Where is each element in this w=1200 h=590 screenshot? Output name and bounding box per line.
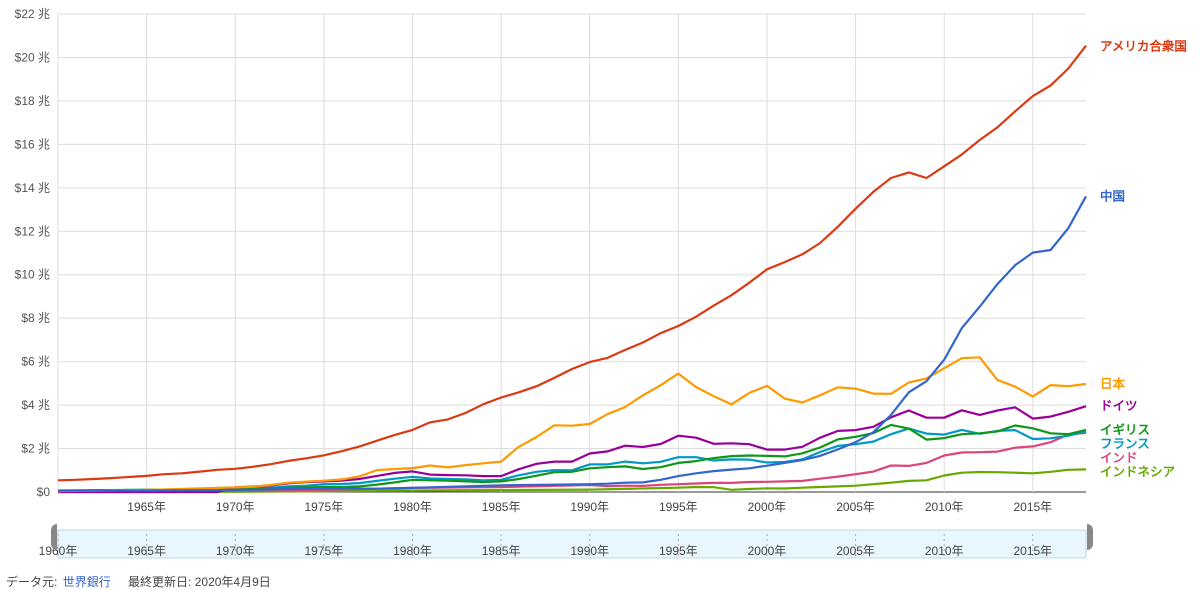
range-selector[interactable]: 1960年 1965年 1970年 1975年 1980年 1985年 1990年 1995年…	[39, 524, 1093, 559]
x-tick-label: 1970年	[216, 500, 255, 514]
y-tick-label: $10 兆	[15, 268, 50, 282]
range-tick-label: 1975年	[305, 544, 344, 558]
y-tick-label: $12 兆	[15, 224, 50, 238]
y-tick-label: $8 兆	[21, 311, 50, 325]
range-tick-label: 1995年	[659, 544, 698, 558]
range-tick-label: 1990年	[570, 544, 609, 558]
x-tick-label: 2005年	[836, 500, 875, 514]
range-handle-right[interactable]	[1087, 524, 1093, 550]
series-label-1[interactable]: アメリカ合衆国	[1100, 39, 1187, 54]
range-tick-label: 1960年	[39, 544, 78, 558]
x-tick-label: 1965年	[127, 500, 166, 514]
source-link[interactable]: 世界銀行	[62, 575, 111, 589]
y-tick-label: $22 兆	[15, 7, 50, 21]
range-tick-label: 2010年	[925, 544, 964, 558]
series-line-2[interactable]	[57, 195, 1087, 492]
y-tick-label: $4 兆	[21, 398, 50, 412]
range-handle-left[interactable]	[51, 524, 57, 550]
series-label-3[interactable]: 日本	[1100, 376, 1126, 391]
y-tick-label: $14 兆	[15, 181, 50, 195]
chart-footer: データ元: 世界銀行 最終更新日: 2020年4月9日	[6, 573, 271, 590]
y-tick-label: $18 兆	[15, 94, 50, 108]
series-line-4[interactable]	[58, 405, 1087, 494]
series-label-8[interactable]: インドネシア	[1100, 465, 1175, 479]
range-tick-label: 2000年	[748, 544, 787, 558]
x-tick-label: 1980年	[393, 500, 432, 514]
x-tick-label: 1985年	[482, 500, 521, 514]
x-tick-label: 2000年	[748, 500, 787, 514]
y-tick-label: $16 兆	[15, 137, 50, 151]
last-updated: 最終更新日: 2020年4月9日	[128, 575, 271, 589]
source-label: データ元:	[6, 575, 58, 589]
range-tick-label: 1985年	[482, 544, 521, 558]
series-label-4[interactable]: ドイツ	[1100, 399, 1138, 413]
series-line-6[interactable]	[57, 427, 1087, 492]
series-label-5[interactable]: イギリス	[1100, 422, 1150, 437]
x-tick-label: 1975年	[305, 500, 344, 514]
range-tick-label: 1980年	[393, 544, 432, 558]
x-tick-label: 2015年	[1013, 500, 1052, 514]
series-line-5[interactable]	[57, 423, 1087, 492]
range-tick-label: 1965年	[127, 544, 166, 558]
series-label-6[interactable]: フランス	[1100, 437, 1150, 451]
x-tick-label: 1990年	[570, 500, 609, 514]
series-label-2[interactable]: 中国	[1100, 189, 1125, 204]
series-line-3[interactable]	[57, 356, 1087, 493]
range-track[interactable]	[57, 529, 1087, 559]
range-tick-label: 2005年	[836, 544, 875, 558]
series-line-8[interactable]	[58, 468, 1087, 494]
range-tick-label: 1970年	[216, 544, 255, 558]
series-line-1[interactable]	[57, 45, 1087, 482]
range-tick-label: 2015年	[1013, 544, 1052, 558]
y-tick-label: $6 兆	[21, 355, 50, 369]
series-label-7[interactable]: インド	[1100, 451, 1138, 465]
y-tick-label: $20 兆	[15, 50, 50, 64]
x-tick-label: 1995年	[659, 500, 698, 514]
x-tick-label: 2010年	[925, 500, 964, 514]
y-tick-label: $2 兆	[21, 442, 50, 456]
y-tick-label: $0	[37, 485, 51, 499]
